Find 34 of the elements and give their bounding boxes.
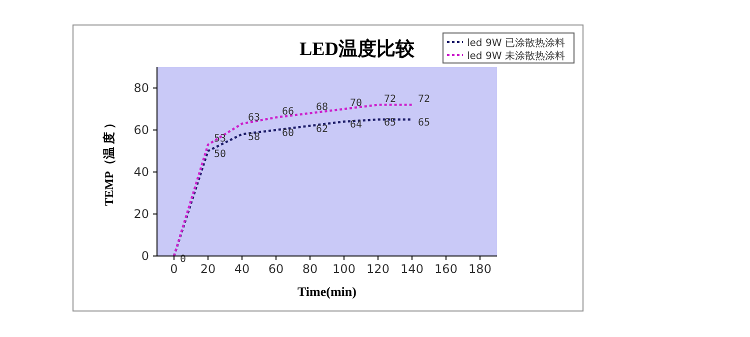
data-label: 72 — [384, 94, 396, 105]
data-label: 72 — [418, 94, 430, 105]
data-label: 70 — [350, 98, 362, 109]
y-tick-label: 60 — [134, 123, 149, 137]
data-label: 62 — [316, 124, 328, 135]
data-label: 65 — [384, 118, 396, 128]
x-tick-label: 20 — [200, 262, 216, 276]
x-tick-label: 80 — [302, 262, 318, 276]
y-tick-label: 40 — [134, 165, 149, 179]
data-label: 65 — [418, 118, 430, 128]
y-axis-title: TEMP（温 度 ） — [102, 117, 116, 206]
data-label: 64 — [350, 120, 362, 131]
y-tick-label: 20 — [134, 207, 149, 221]
x-tick-label: 0 — [170, 262, 178, 276]
x-tick-label: 120 — [366, 262, 390, 276]
x-axis-title: Time(min) — [298, 284, 356, 299]
x-tick-label: 180 — [468, 262, 492, 276]
x-tick-label: 140 — [400, 262, 424, 276]
y-tick-label: 80 — [134, 81, 149, 95]
data-label: 66 — [282, 106, 294, 118]
y-tick-label: 0 — [141, 249, 149, 263]
x-tick-label: 160 — [434, 262, 458, 276]
data-label: 53 — [214, 134, 226, 145]
x-tick-label: 100 — [332, 262, 356, 276]
legend-label: led 9W 已涂散热涂料 — [467, 37, 565, 49]
data-label: 63 — [248, 112, 260, 124]
data-label: 60 — [282, 128, 294, 139]
x-tick-label: 40 — [234, 262, 250, 276]
data-label: 58 — [248, 132, 260, 144]
legend-label: led 9W 未涂散热涂料 — [467, 50, 565, 62]
data-label: 68 — [316, 102, 328, 114]
chart-title: LED温度比较 — [299, 38, 416, 60]
data-label: 50 — [214, 149, 226, 160]
x-tick-label: 60 — [268, 262, 284, 276]
